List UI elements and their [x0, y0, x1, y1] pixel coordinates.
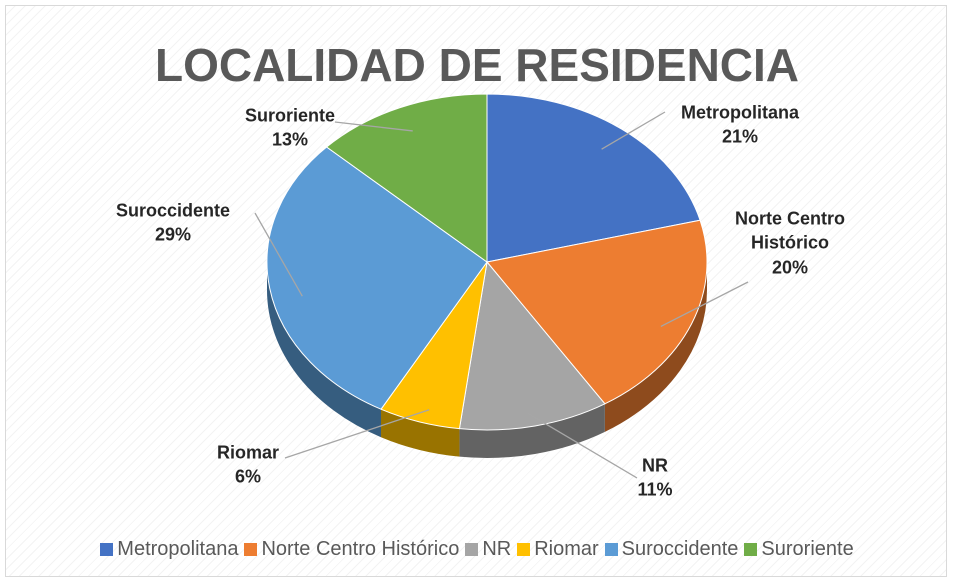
- legend-item: Suroriente: [744, 538, 854, 561]
- legend-item: Riomar: [517, 538, 599, 561]
- legend-item: Metropolitana: [100, 538, 238, 561]
- legend-label: Suroriente: [761, 538, 854, 560]
- legend-item: Suroccidente: [604, 538, 739, 561]
- slice: [486, 219, 708, 405]
- data-label-name: Riomar: [216, 442, 279, 463]
- leader-line: [527, 412, 638, 479]
- data-label-name: NR: [642, 455, 668, 476]
- data-label: NR 11%: [570, 454, 740, 503]
- data-label-name: Metropolitana: [680, 102, 799, 123]
- data-label-name: Suroccidente: [115, 200, 231, 221]
- legend-item: NR: [465, 538, 511, 561]
- legend-swatch: [517, 543, 531, 556]
- slice: [266, 146, 488, 410]
- data-label-value: 20%: [771, 257, 809, 278]
- data-label-value: 13%: [271, 130, 309, 150]
- legend-swatch: [604, 543, 618, 556]
- legend-swatch: [244, 543, 258, 556]
- data-label: Suroriente 13%: [205, 104, 375, 153]
- slice: [325, 93, 488, 263]
- legend-swatch: [465, 543, 479, 556]
- slice: [486, 93, 701, 263]
- legend-label: Metropolitana: [117, 538, 239, 560]
- data-label: Riomar 6%: [163, 441, 333, 490]
- data-label-value: 11%: [637, 480, 673, 500]
- data-label-value: 21%: [721, 127, 759, 147]
- slice-side: [459, 403, 605, 458]
- leader-line: [254, 212, 303, 297]
- data-label: Norte Centro Histórico 20%: [715, 207, 865, 280]
- slice-side: [381, 409, 460, 457]
- data-label: Metropolitana 21%: [655, 101, 825, 150]
- legend-item: Norte Centro Histórico: [244, 538, 459, 561]
- legend-label: Norte Centro Histórico: [261, 538, 460, 560]
- legend-swatch: [744, 543, 758, 556]
- data-label-name: Suroriente: [244, 105, 336, 126]
- slice-side: [604, 262, 707, 432]
- data-label: Suroccidente 29%: [88, 199, 258, 248]
- legend-label: Suroccidente: [621, 538, 739, 560]
- legend-label: Riomar: [534, 538, 599, 560]
- slice-side: [267, 262, 382, 438]
- legend: Metropolitana Norte Centro Histórico NR Rio…: [0, 538, 954, 561]
- leader-line: [334, 121, 413, 132]
- leader-line: [601, 111, 666, 150]
- data-label-value: 6%: [234, 467, 261, 487]
- leader-line: [284, 409, 430, 459]
- leader-line: [660, 281, 749, 328]
- legend-swatch: [100, 543, 114, 556]
- data-label-name: Norte Centro Histórico: [734, 208, 845, 253]
- legend-label: NR: [482, 538, 512, 560]
- slice: [458, 260, 606, 431]
- chart-title: LOCALIDAD DE RESIDENCIA: [154, 39, 800, 91]
- data-label-value: 29%: [154, 225, 192, 245]
